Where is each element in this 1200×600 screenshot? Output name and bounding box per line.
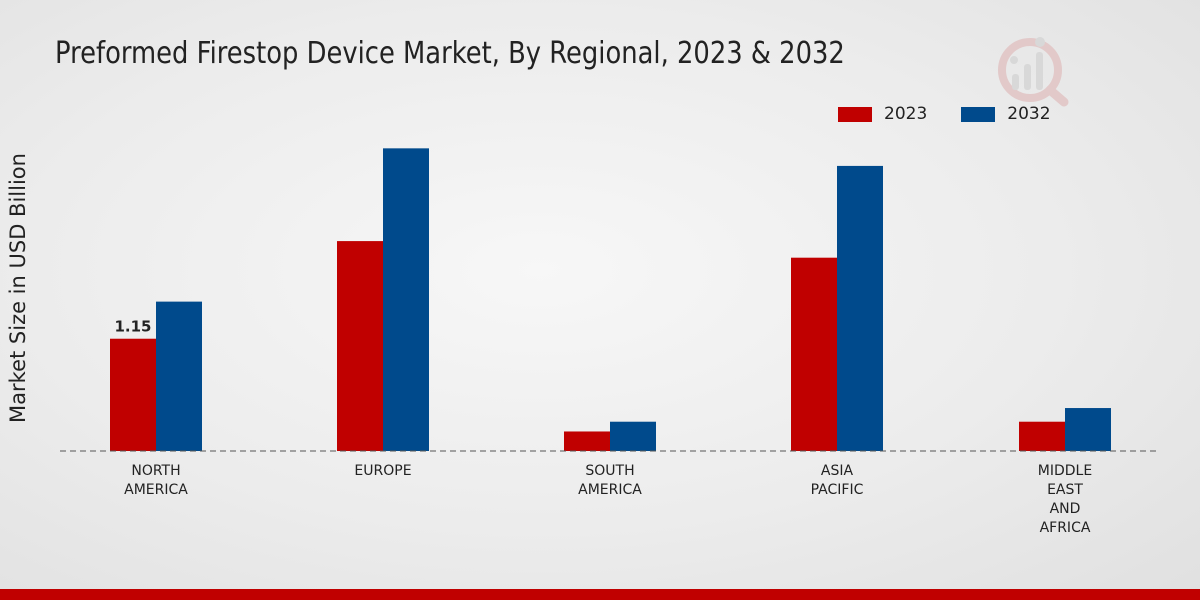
legend-swatch-2023 bbox=[838, 106, 872, 122]
x-tick-label-1: EUROPE bbox=[354, 463, 411, 479]
bar-2023-4 bbox=[1019, 421, 1065, 451]
bar-2032-4 bbox=[1065, 408, 1111, 451]
legend: 2023 2032 bbox=[838, 104, 1051, 124]
x-tick-label-3: ASIA PACIFIC bbox=[811, 463, 864, 498]
data-label-0: 1.15 bbox=[114, 318, 151, 336]
legend-label-2023: 2023 bbox=[884, 104, 928, 124]
legend-label-2032: 2032 bbox=[1007, 104, 1051, 124]
bar-2032-2 bbox=[610, 421, 656, 451]
legend-item-2032: 2032 bbox=[961, 104, 1051, 124]
bar-2032-1 bbox=[383, 148, 429, 451]
chart-title: Preformed Firestop Device Market, By Reg… bbox=[55, 36, 845, 71]
legend-swatch-2032 bbox=[961, 106, 996, 122]
bar-2032-0 bbox=[156, 301, 202, 451]
bar-2023-3 bbox=[791, 257, 837, 451]
labels-layer: NORTH AMERICA EUROPE SOUTH AMERICA ASIA PACIFI… bbox=[114, 318, 1092, 536]
bar-2023-0 bbox=[110, 338, 156, 451]
bar-2023-2 bbox=[564, 431, 610, 451]
x-tick-label-2: SOUTH AMERICA bbox=[578, 463, 642, 498]
bar-2032-3 bbox=[837, 165, 883, 452]
x-tick-label-4: MIDDLE EAST AND AFRICA bbox=[1038, 463, 1092, 536]
bar-2023-1 bbox=[337, 241, 383, 451]
legend-item-2023: 2023 bbox=[838, 104, 927, 124]
bars-layer bbox=[110, 148, 1111, 452]
x-tick-label-0: NORTH AMERICA bbox=[124, 463, 188, 498]
bottom-accent-bar bbox=[0, 589, 1200, 600]
brand-logo-icon bbox=[998, 37, 1069, 107]
